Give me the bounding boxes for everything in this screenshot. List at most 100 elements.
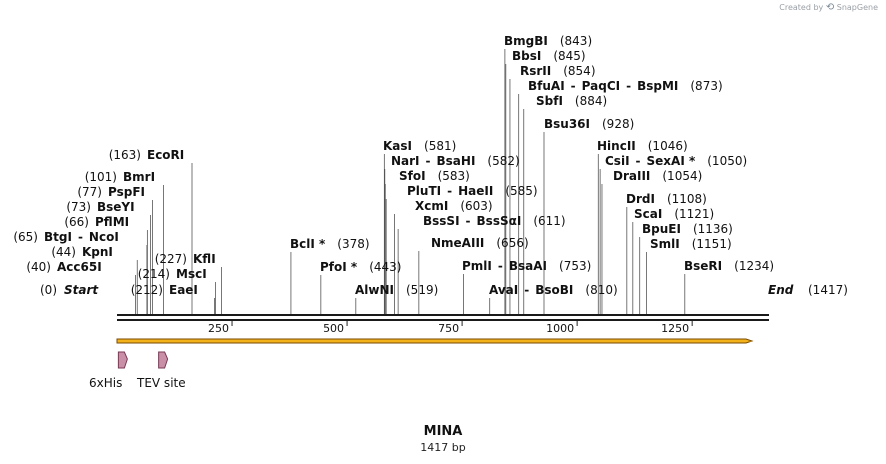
site-label-nari[interactable]: NarI - BsaHI (582): [391, 154, 520, 168]
site-label-drdi[interactable]: DrdI (1108): [626, 192, 707, 206]
site-name: PmlI: [462, 259, 492, 273]
site-label-csii[interactable]: CsiI - SexAI * (1050): [605, 154, 747, 168]
site-label-bsssi[interactable]: BssSI - BssSαI (611): [423, 214, 566, 228]
site-name: PspFI: [108, 185, 145, 199]
site-label-bseri[interactable]: BseRI (1234): [684, 259, 774, 273]
site-position: (611): [533, 214, 565, 228]
site-labels: (40) Acc65I(44) KpnI(65) BtgI - NcoI(66) PflMI…: [13, 34, 774, 297]
site-name: PflMI: [95, 215, 129, 229]
site-name: NcoI: [89, 230, 119, 244]
site-label-kfli[interactable]: (227) KflI: [155, 252, 216, 266]
site-lines: [135, 49, 686, 314]
site-position: (66): [64, 215, 89, 229]
site-name: PfoI *: [320, 260, 358, 274]
site-position: (77): [77, 185, 102, 199]
site-name: CsiI: [605, 154, 630, 168]
site-label-pspfi[interactable]: (77) PspFI: [77, 185, 145, 199]
site-name: BsaHI: [437, 154, 476, 168]
site-name: BmrI: [123, 170, 155, 184]
site-position: (843): [560, 34, 592, 48]
site-label-scai[interactable]: ScaI (1121): [634, 207, 714, 221]
site-name: BseYI: [97, 200, 135, 214]
site-position: (581): [424, 139, 456, 153]
site-position: (583): [438, 169, 470, 183]
site-name: KasI: [383, 139, 412, 153]
site-label-bmri[interactable]: (101) BmrI: [85, 170, 155, 184]
site-name: SmlI: [650, 237, 680, 251]
site-label-pluti[interactable]: PluTI - HaeII (585): [407, 184, 538, 198]
site-label-bpuei[interactable]: BpuEI (1136): [642, 222, 733, 236]
axis-tick-label: 1250: [661, 322, 689, 335]
site-label-ecori[interactable]: (163) EcoRI: [109, 148, 185, 162]
backbone: [117, 314, 769, 321]
site-label-kpni[interactable]: (44) KpnI: [51, 245, 113, 259]
site-name: BsaAI: [509, 259, 547, 273]
site-separator: -: [498, 259, 503, 273]
site-label-eaei[interactable]: (212) EaeI: [131, 283, 198, 297]
feature-track: 6xHis TEV site: [89, 351, 186, 390]
map-length: 1417 bp: [420, 441, 466, 454]
site-label-bseyi[interactable]: (73) BseYI: [66, 200, 134, 214]
site-position: (884): [575, 94, 607, 108]
site-name: BsoBI: [535, 283, 573, 297]
site-position: (873): [690, 79, 722, 93]
site-name: BfuAI: [528, 79, 565, 93]
site-position: (928): [602, 117, 634, 131]
site-label-avai[interactable]: AvaI - BsoBI (810): [489, 283, 618, 297]
map-title: MINA: [423, 424, 463, 439]
site-name: KpnI: [82, 245, 113, 259]
site-position: (1050): [707, 154, 747, 168]
site-position: (810): [585, 283, 617, 297]
site-name: MscI: [176, 267, 207, 281]
site-label-pmli[interactable]: PmlI - BsaAI (753): [462, 259, 591, 273]
site-label-btgi[interactable]: (65) BtgI - NcoI: [13, 230, 118, 244]
site-name: BclI *: [290, 237, 326, 251]
site-position: (214): [138, 267, 170, 281]
site-name: KflI: [193, 252, 216, 266]
site-label-xcmi[interactable]: XcmI (603): [415, 199, 493, 213]
site-name: NmeAIII: [431, 236, 484, 250]
end-labels: (0) Start End (1417): [40, 283, 848, 297]
site-label-hincii[interactable]: HincII (1046): [597, 139, 688, 153]
feature-arrow: [158, 351, 169, 369]
site-label-bfuai[interactable]: BfuAI - PaqCI - BspMI (873): [528, 79, 723, 93]
start-label: Start: [64, 283, 99, 297]
site-name: BssSαI: [477, 214, 522, 228]
orf-track: [116, 338, 754, 344]
axis-tick-label: 500: [323, 322, 344, 335]
site-name: AlwNI: [355, 283, 394, 297]
site-name: HincII: [597, 139, 636, 153]
site-label-rsrii[interactable]: RsrII (854): [520, 64, 596, 78]
site-label-pfoi[interactable]: PfoI * (443): [320, 260, 401, 274]
site-position: (227): [155, 252, 187, 266]
site-position: (443): [369, 260, 401, 274]
end-position: (1417): [808, 283, 848, 297]
site-label-bsu36i[interactable]: Bsu36I (928): [544, 117, 634, 131]
site-label-nmeaiii[interactable]: NmeAIII (656): [431, 236, 529, 250]
site-label-sfoi[interactable]: SfoI (583): [399, 169, 470, 183]
site-label-pflmi[interactable]: (66) PflMI: [64, 215, 129, 229]
site-position: (845): [553, 49, 585, 63]
site-label-sbfi[interactable]: SbfI (884): [536, 94, 607, 108]
site-label-bcli[interactable]: BclI * (378): [290, 237, 370, 251]
site-name: EcoRI: [147, 148, 184, 162]
axis-tick-label: 1000: [546, 322, 574, 335]
site-name: XcmI: [415, 199, 448, 213]
site-name: SbfI: [536, 94, 563, 108]
site-label-acc65i[interactable]: (40) Acc65I: [26, 260, 101, 274]
end-label: End: [768, 283, 794, 297]
site-label-alwni[interactable]: AlwNI (519): [355, 283, 438, 297]
site-label-bmgbi[interactable]: BmgBI (843): [504, 34, 592, 48]
site-position: (603): [460, 199, 492, 213]
site-label-draiii[interactable]: DraIII (1054): [613, 169, 702, 183]
site-label-smli[interactable]: SmlI (1151): [650, 237, 732, 251]
site-position: (582): [487, 154, 519, 168]
site-name: SfoI: [399, 169, 426, 183]
backbone-bottom-strand: [117, 319, 769, 321]
site-label-kasi[interactable]: KasI (581): [383, 139, 456, 153]
site-position: (1054): [662, 169, 702, 183]
site-label-bbsi[interactable]: BbsI (845): [512, 49, 586, 63]
site-label-msci[interactable]: (214) MscI: [138, 267, 207, 281]
site-name: BtgI: [44, 230, 72, 244]
